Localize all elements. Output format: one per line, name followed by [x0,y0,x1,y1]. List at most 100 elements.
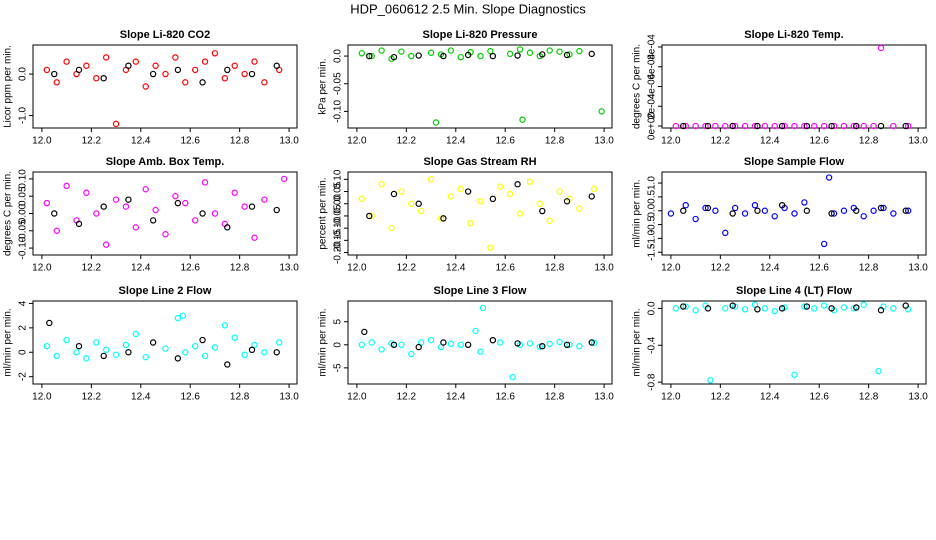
point [840,304,848,311]
y-tick-label: 0 [333,342,344,348]
y-tick-label: 1.0 [647,176,658,190]
x-tick-label: 13.0 [279,392,299,403]
panel-title: Slope Sample Flow [744,156,845,168]
plot-frame [347,300,613,385]
point [751,201,759,209]
y-tick-label: 0 [18,349,29,355]
point [251,341,258,349]
point [588,339,595,346]
point [563,341,571,349]
point [761,305,769,312]
point [408,350,415,358]
point [853,304,860,311]
point [100,352,107,360]
point [566,341,573,349]
point [890,210,897,217]
point [358,341,366,349]
point [828,210,835,217]
point [566,51,573,58]
x-tick-label: 12.0 [347,136,367,147]
point [125,62,132,69]
x-tick-label: 12.8 [230,136,250,147]
panel-title: Slope Line 4 (LT) Flow [736,285,852,297]
point [464,341,472,349]
point [563,51,571,59]
point [457,341,464,349]
point [388,224,395,232]
point [93,339,100,346]
point [93,210,100,217]
x-tick-label: 12.8 [230,263,250,274]
x-tick-label: 12.2 [711,136,731,147]
y-tick-label: -0.10 [333,216,344,239]
point [276,339,283,346]
plot-frame [32,44,298,129]
point [751,122,759,130]
x-tick-label: 12.4 [760,392,780,403]
point [199,210,206,217]
point [415,343,422,351]
point [680,122,687,130]
y-tick-label: 0.05 [18,186,29,206]
panel-title: Slope Gas Stream RH [423,156,536,168]
x-tick-label: 13.0 [908,263,928,274]
point [447,47,455,54]
x-tick-label: 12.8 [230,392,250,403]
point [761,207,769,214]
point [830,122,838,130]
panel-title: Slope Line 3 Flow [434,285,527,297]
x-tick-label: 13.0 [908,136,928,147]
point [539,51,546,58]
point [672,122,680,130]
point [850,122,858,130]
y-tick-label: 0.0 [18,67,29,81]
point [576,205,583,212]
y-tick-label: -2 [18,372,29,381]
point [132,330,140,338]
x-tick-label: 12.8 [545,136,565,147]
point [853,207,860,214]
point [506,50,514,58]
point [702,204,709,212]
point [112,196,120,203]
point [51,210,58,217]
point [102,54,110,61]
point [273,349,280,356]
point [182,349,189,356]
point [457,185,464,193]
y-tick-label: -1.0 [647,229,658,247]
point [231,334,238,341]
point [152,62,159,69]
point [563,198,571,205]
point [761,122,769,130]
point [704,204,712,212]
point [825,174,833,181]
point [840,207,848,214]
x-tick-label: 12.4 [760,263,780,274]
point [142,186,149,193]
point [191,342,199,350]
point [741,306,749,313]
point [556,188,563,195]
point [877,204,885,212]
point [830,210,838,217]
point [731,204,739,212]
point [509,373,516,381]
point [273,62,280,69]
point [576,47,583,55]
point [477,348,484,355]
point [487,47,494,55]
point [83,189,90,196]
plot-frame [661,171,927,256]
point [366,52,373,60]
point [729,122,736,130]
point [712,122,719,130]
point [791,122,798,130]
point [576,342,583,350]
point [489,52,497,60]
y-tick-label: 0.10 [18,169,29,189]
x-tick-label: 12.0 [32,263,52,274]
point [361,328,368,336]
point [440,215,447,222]
